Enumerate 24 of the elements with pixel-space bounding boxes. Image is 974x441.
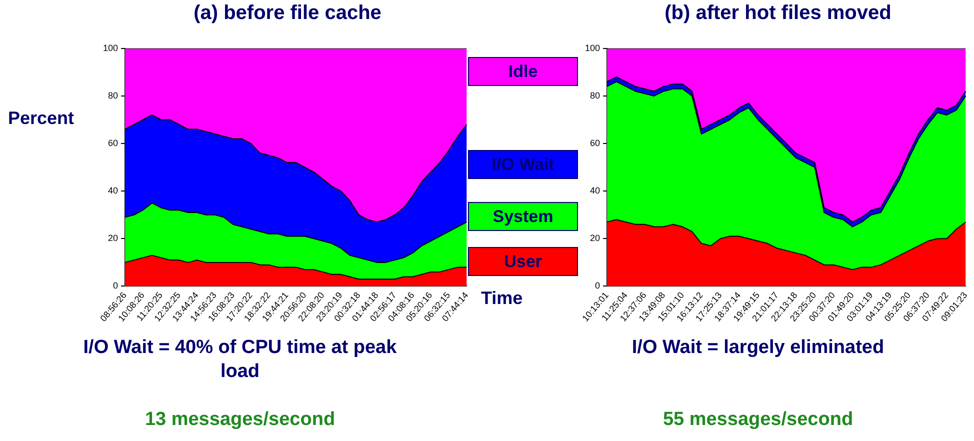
y-tick-label: 60 — [108, 138, 118, 148]
text: I/O Wait = 40% of CPU time at peak load — [82, 336, 398, 384]
series-label: System — [468, 202, 578, 231]
text: I/O Wait = largely eliminated — [630, 336, 886, 360]
y-tick-label: 40 — [590, 186, 600, 196]
y-tick-label: 20 — [108, 233, 118, 244]
series-label: Idle — [468, 57, 578, 86]
text: 55 messages/second — [662, 408, 854, 432]
y-tick-label: 60 — [590, 138, 600, 148]
chart-title: (a) before file cache — [192, 2, 382, 25]
text: User — [468, 247, 578, 276]
y-tick-label: 0 — [113, 280, 118, 291]
x-axis-title: Time — [481, 288, 523, 309]
y-tick-label: 20 — [590, 233, 600, 244]
chart-title: (b) after hot files moved — [664, 2, 892, 25]
y-tick-label: 80 — [108, 90, 118, 100]
y-tick-label: 80 — [590, 90, 600, 100]
y-axis-title: Percent — [8, 108, 74, 129]
series-label: I/O Wait — [468, 150, 578, 179]
text: 13 messages/second — [144, 408, 336, 432]
y-tick-label: 100 — [584, 42, 600, 53]
y-tick-label: 100 — [102, 42, 118, 53]
y-tick-label: 0 — [595, 280, 600, 291]
y-tick-label: 40 — [108, 186, 118, 196]
